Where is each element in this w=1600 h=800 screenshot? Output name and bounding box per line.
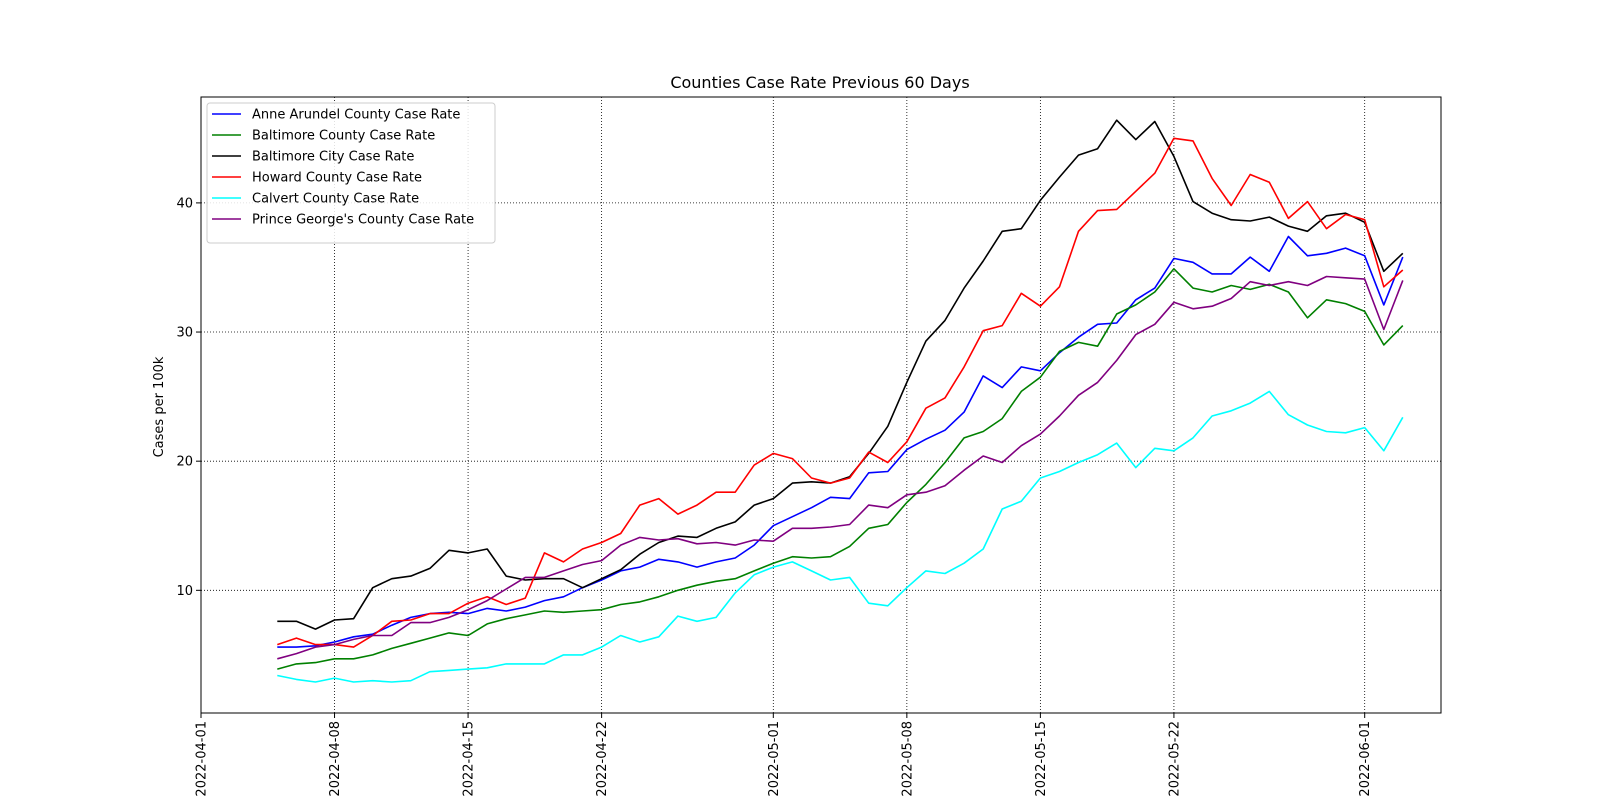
series-lines: [277, 119, 1404, 683]
y-tick-label: 20: [176, 455, 193, 470]
plot-area: [200, 96, 1442, 714]
legend-label-4: Howard County Case Rate: [252, 171, 422, 186]
x-tick-label: 2022-04-15: [462, 721, 477, 797]
y-axis-label: Cases per 100k: [152, 356, 167, 457]
x-tick-label: 2022-05-08: [900, 721, 915, 797]
x-axis: 2022-04-01 2022-04-08 2022-04-15 2022-04-22…: [195, 713, 1373, 797]
chart-title: Counties Case Rate Previous 60 Days: [670, 73, 969, 92]
y-tick-label: 40: [176, 196, 193, 211]
series-line-1: [277, 235, 1404, 648]
legend: Anne Arundel County Case Rate Baltimore C…: [206, 102, 496, 244]
series-line-5: [277, 390, 1404, 683]
series-line-2: [277, 267, 1404, 670]
legend-box: [206, 102, 496, 244]
y-axis: 10 20 30 40: [176, 196, 201, 599]
series-line-6: [277, 275, 1404, 660]
legend-label-1: Anne Arundel County Case Rate: [252, 108, 460, 123]
series-line-4: [277, 137, 1404, 648]
legend-label-5: Calvert County Case Rate: [252, 192, 419, 207]
x-tick-label: 2022-04-01: [195, 721, 210, 797]
x-tick-label: 2022-06-01: [1358, 721, 1373, 797]
legend-label-6: Prince George's County Case Rate: [252, 213, 474, 228]
x-tick-label: 2022-05-01: [767, 721, 782, 797]
x-tick-label: 2022-04-08: [328, 721, 343, 797]
x-tick-label: 2022-05-15: [1034, 721, 1049, 797]
legend-label-3: Baltimore City Case Rate: [252, 150, 414, 165]
x-tick-label: 2022-04-22: [595, 721, 610, 797]
legend-label-2: Baltimore County Case Rate: [252, 129, 435, 144]
y-tick-label: 10: [176, 584, 193, 599]
y-tick-label: 30: [176, 326, 193, 341]
x-tick-label: 2022-05-22: [1167, 721, 1182, 797]
